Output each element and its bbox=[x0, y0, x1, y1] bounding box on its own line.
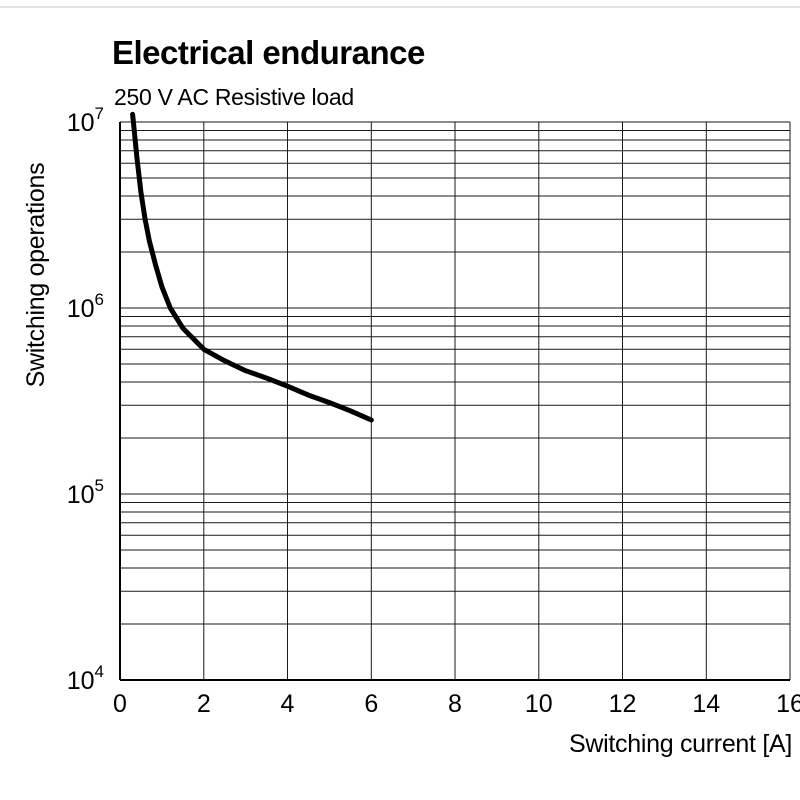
svg-text:107: 107 bbox=[67, 104, 104, 137]
svg-text:16: 16 bbox=[776, 690, 800, 718]
svg-text:8: 8 bbox=[448, 690, 462, 718]
y-axis-tick-labels: 104 105 106 107 bbox=[67, 104, 104, 695]
axis-lines bbox=[119, 122, 790, 681]
svg-text:0: 0 bbox=[113, 690, 127, 718]
svg-text:14: 14 bbox=[692, 690, 720, 718]
chart-subtitle: 250 V AC Resistive load bbox=[114, 84, 354, 110]
svg-text:2: 2 bbox=[197, 690, 211, 718]
chart-title: Electrical endurance bbox=[112, 34, 425, 71]
svg-text:105: 105 bbox=[67, 476, 104, 509]
svg-text:104: 104 bbox=[67, 662, 104, 695]
svg-text:10: 10 bbox=[525, 690, 553, 718]
svg-text:106: 106 bbox=[67, 290, 104, 323]
x-axis-tick-labels: 0 2 4 6 8 10 12 14 16 bbox=[113, 690, 800, 718]
svg-text:6: 6 bbox=[364, 690, 378, 718]
svg-text:12: 12 bbox=[609, 690, 637, 718]
top-divider bbox=[0, 6, 800, 8]
grid-lines bbox=[119, 121, 791, 681]
svg-text:4: 4 bbox=[281, 690, 295, 718]
endurance-curve bbox=[130, 111, 374, 423]
x-axis-label: Switching current [A] bbox=[569, 730, 792, 758]
